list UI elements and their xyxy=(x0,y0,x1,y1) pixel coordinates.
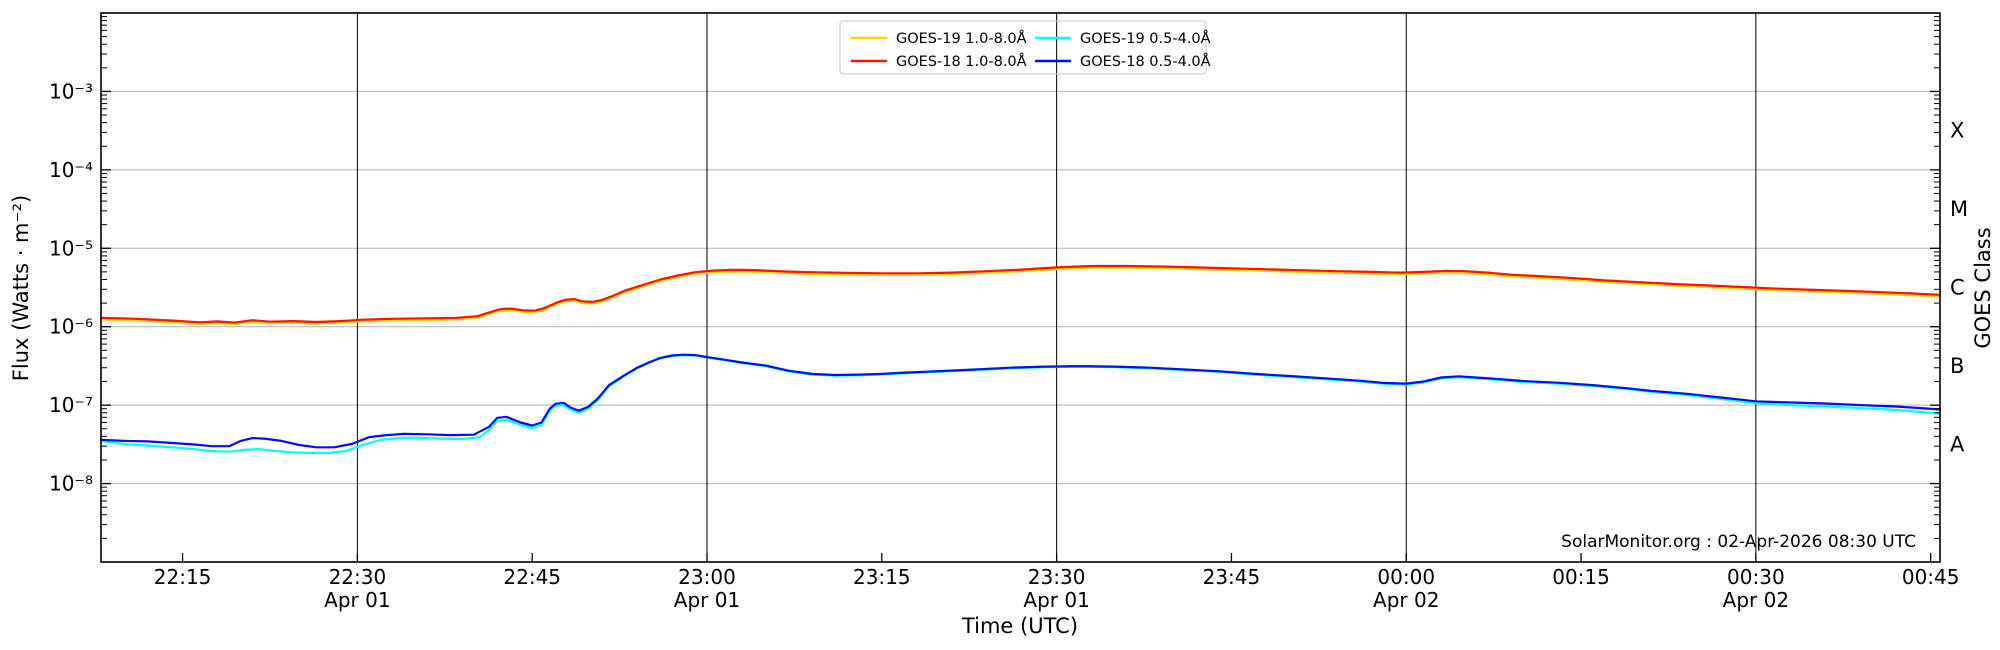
legend-label: GOES-19 1.0-8.0Å xyxy=(896,30,1027,47)
legend: GOES-19 1.0-8.0Å GOES-18 1.0-8.0Å GOES-19 … xyxy=(839,20,1211,75)
y-gridlines xyxy=(101,90,1940,485)
x-tick-label: 23:15 xyxy=(853,565,911,589)
series-curve-goes-19-1.0-8.0- xyxy=(100,266,1941,326)
goes-class-letter: C xyxy=(1950,276,1965,300)
series-curve-goes-19-0.5-4.0- xyxy=(99,354,1942,455)
x-tick-label: 23:00 xyxy=(678,565,736,589)
goes-class-letter: B xyxy=(1950,354,1964,378)
legend-box xyxy=(839,20,1207,75)
x-date-label: Apr 01 xyxy=(324,588,390,612)
x-tick-label: 23:30 xyxy=(1028,565,1086,589)
y-tick-label: 10⁻⁶ xyxy=(49,315,93,339)
x-tick-label: 00:30 xyxy=(1727,565,1785,589)
legend-label: GOES-18 1.0-8.0Å xyxy=(896,53,1027,70)
x-tick-label: 00:15 xyxy=(1552,565,1610,589)
x-tick-label: 23:45 xyxy=(1203,565,1261,589)
goes-class-letter: M xyxy=(1950,197,1968,221)
y-tick-label: 10⁻⁸ xyxy=(49,472,93,496)
plot-border xyxy=(100,12,1941,563)
date-gridlines xyxy=(356,13,1757,562)
x-date-label: Apr 01 xyxy=(674,588,740,612)
x-date-label: Apr 01 xyxy=(1023,588,1089,612)
series-curve-goes-18-1.0-8.0- xyxy=(99,264,1942,324)
y-axis-title-right: GOES Class xyxy=(1971,227,1995,348)
axis-ticks xyxy=(101,16,1940,562)
y-tick-label: 10⁻⁴ xyxy=(49,158,93,182)
legend-label: GOES-18 0.5-4.0Å xyxy=(1080,53,1211,70)
y-tick-label: 10⁻⁵ xyxy=(49,236,93,260)
x-tick-label: 00:45 xyxy=(1902,565,1960,589)
x-tick-label: 22:15 xyxy=(154,565,212,589)
goes-class-letter: X xyxy=(1950,119,1964,143)
x-date-label: Apr 02 xyxy=(1373,588,1439,612)
y-tick-label: 10⁻⁷ xyxy=(49,393,93,417)
x-tick-label: 00:00 xyxy=(1377,565,1435,589)
x-tick-label: 22:45 xyxy=(503,565,561,589)
y-axis-title-left: Flux (Watts · m⁻²) xyxy=(9,195,33,381)
legend-label: GOES-19 0.5-4.0Å xyxy=(1080,30,1211,47)
y-tick-label: 10⁻³ xyxy=(49,79,93,103)
x-date-label: Apr 02 xyxy=(1723,588,1789,612)
series-curves xyxy=(99,264,1942,455)
attribution-text: SolarMonitor.org : 02-Apr-2026 08:30 UTC xyxy=(1561,532,1916,552)
x-axis-title: Time (UTC) xyxy=(961,614,1078,638)
x-tick-label: 22:30 xyxy=(329,565,387,589)
goes-class-letters: X M C B A xyxy=(1950,119,1968,457)
series-curve-goes-18-0.5-4.0- xyxy=(99,353,1942,449)
goes-class-letter: A xyxy=(1950,432,1965,456)
